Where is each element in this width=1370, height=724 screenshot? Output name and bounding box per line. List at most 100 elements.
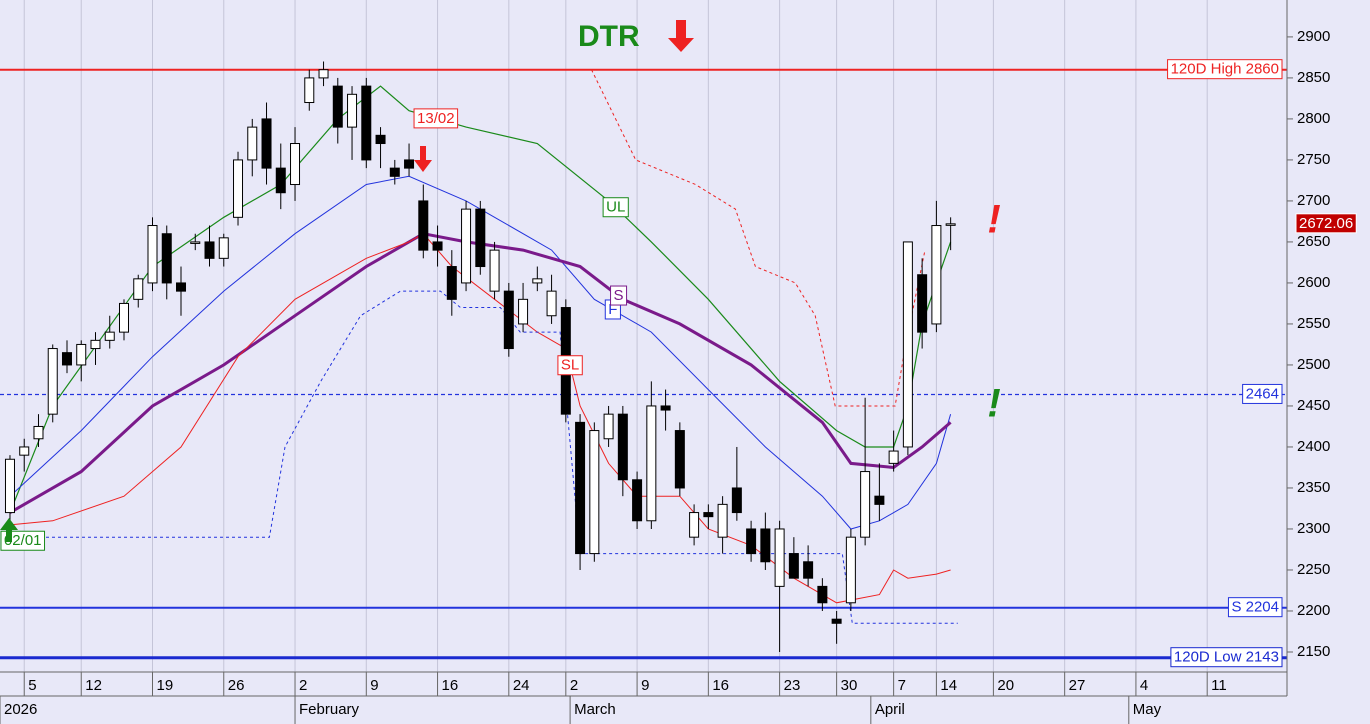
x-tick-label: 9 [370,677,378,694]
y-tick-label: 2300 [1297,520,1330,537]
month-label: April [875,701,905,718]
x-tick-label: 7 [898,677,906,694]
annotation: 02/01 [4,532,42,549]
candle-body [774,528,785,587]
candle-body [19,446,30,456]
candle-body [632,479,643,522]
candle-body [489,249,500,292]
x-tick-label: 16 [442,677,459,694]
candle-body [332,85,343,128]
level-label: 120D High 2860 [1171,61,1279,78]
level-label: S 2204 [1231,599,1279,616]
candle-body [176,282,187,292]
level-label-box [1167,59,1283,80]
level-label-box [1242,383,1283,404]
title-arrow [668,20,694,52]
candle-body [104,331,115,341]
candle-body [917,274,928,333]
candle-body [76,343,87,366]
candle-body [218,237,229,259]
buy-arrow [0,518,18,542]
candle-body [902,241,913,448]
candle-body [788,553,799,579]
candle-body [261,118,272,169]
candle-body [290,143,301,186]
candle-body [674,430,685,489]
candle-body [860,471,871,538]
candle-body [375,134,386,145]
x-tick-label: 12 [85,677,102,694]
candle-body [247,126,258,161]
level-label: 2464 [1246,385,1279,402]
x-tick-label: 16 [712,677,729,694]
candle-body [33,425,44,440]
x-tick-label: 2 [570,677,578,694]
candle-body [275,167,286,194]
candle-body [731,487,742,514]
candle-body [4,458,15,514]
warning-mark: ! [987,198,1000,242]
candle-body [603,413,614,440]
candle-body [418,200,429,251]
indicator-line [591,69,926,407]
level-label-box [1227,597,1283,618]
candle-body [546,290,557,317]
candle-body [646,405,657,522]
y-tick-label: 2600 [1297,274,1330,291]
signal-mark: ! [987,382,1000,426]
y-tick-label: 2550 [1297,315,1330,332]
annotation-box [413,108,459,129]
candle-body [617,413,628,481]
x-tick-label: 24 [513,677,530,694]
line-label-box [610,285,628,306]
candle-body [47,348,58,415]
candle-body [304,77,315,104]
candle-body [461,208,472,284]
month-label: 2026 [4,701,37,718]
y-tick-label: 2850 [1297,69,1330,86]
candle-body [503,290,514,350]
candle-body [61,352,72,366]
candle-body [446,266,457,300]
candle-body [475,208,486,268]
candle-body [717,503,728,538]
candle-body [432,241,443,251]
last-price: 2672.06 [1299,215,1353,232]
candle-body [575,421,586,555]
x-tick-label: 5 [28,677,36,694]
month-label: May [1133,701,1162,718]
x-tick-label: 30 [841,677,858,694]
candle-body [746,528,757,555]
candle-body [389,167,400,177]
x-tick-label: 14 [940,677,957,694]
y-tick-label: 2200 [1297,602,1330,619]
chart-title: DTR [578,20,640,53]
y-tick-label: 2500 [1297,356,1330,373]
candle-body [703,512,714,518]
indicator-line [9,175,952,530]
y-tick-label: 2250 [1297,561,1330,578]
line-label-box [602,197,629,218]
y-tick-label: 2900 [1297,28,1330,45]
y-tick-label: 2450 [1297,397,1330,414]
candle-body [318,69,329,79]
x-tick-label: 23 [784,677,801,694]
y-tick-label: 2650 [1297,233,1330,250]
annotation: 13/02 [417,110,455,127]
x-tick-label: 19 [157,677,174,694]
line-label: UL [606,199,625,216]
candle-body [161,233,172,284]
line-label: F [608,301,617,318]
candle-body [888,450,899,464]
candle-body [532,278,543,284]
candle-body [831,618,842,624]
candle-body [760,528,771,563]
y-tick-label: 2800 [1297,110,1330,127]
candle-body [945,223,956,226]
candle-body [404,159,415,169]
line-label-box [557,355,583,376]
candle-body [803,561,814,579]
y-tick-label: 2750 [1297,151,1330,168]
